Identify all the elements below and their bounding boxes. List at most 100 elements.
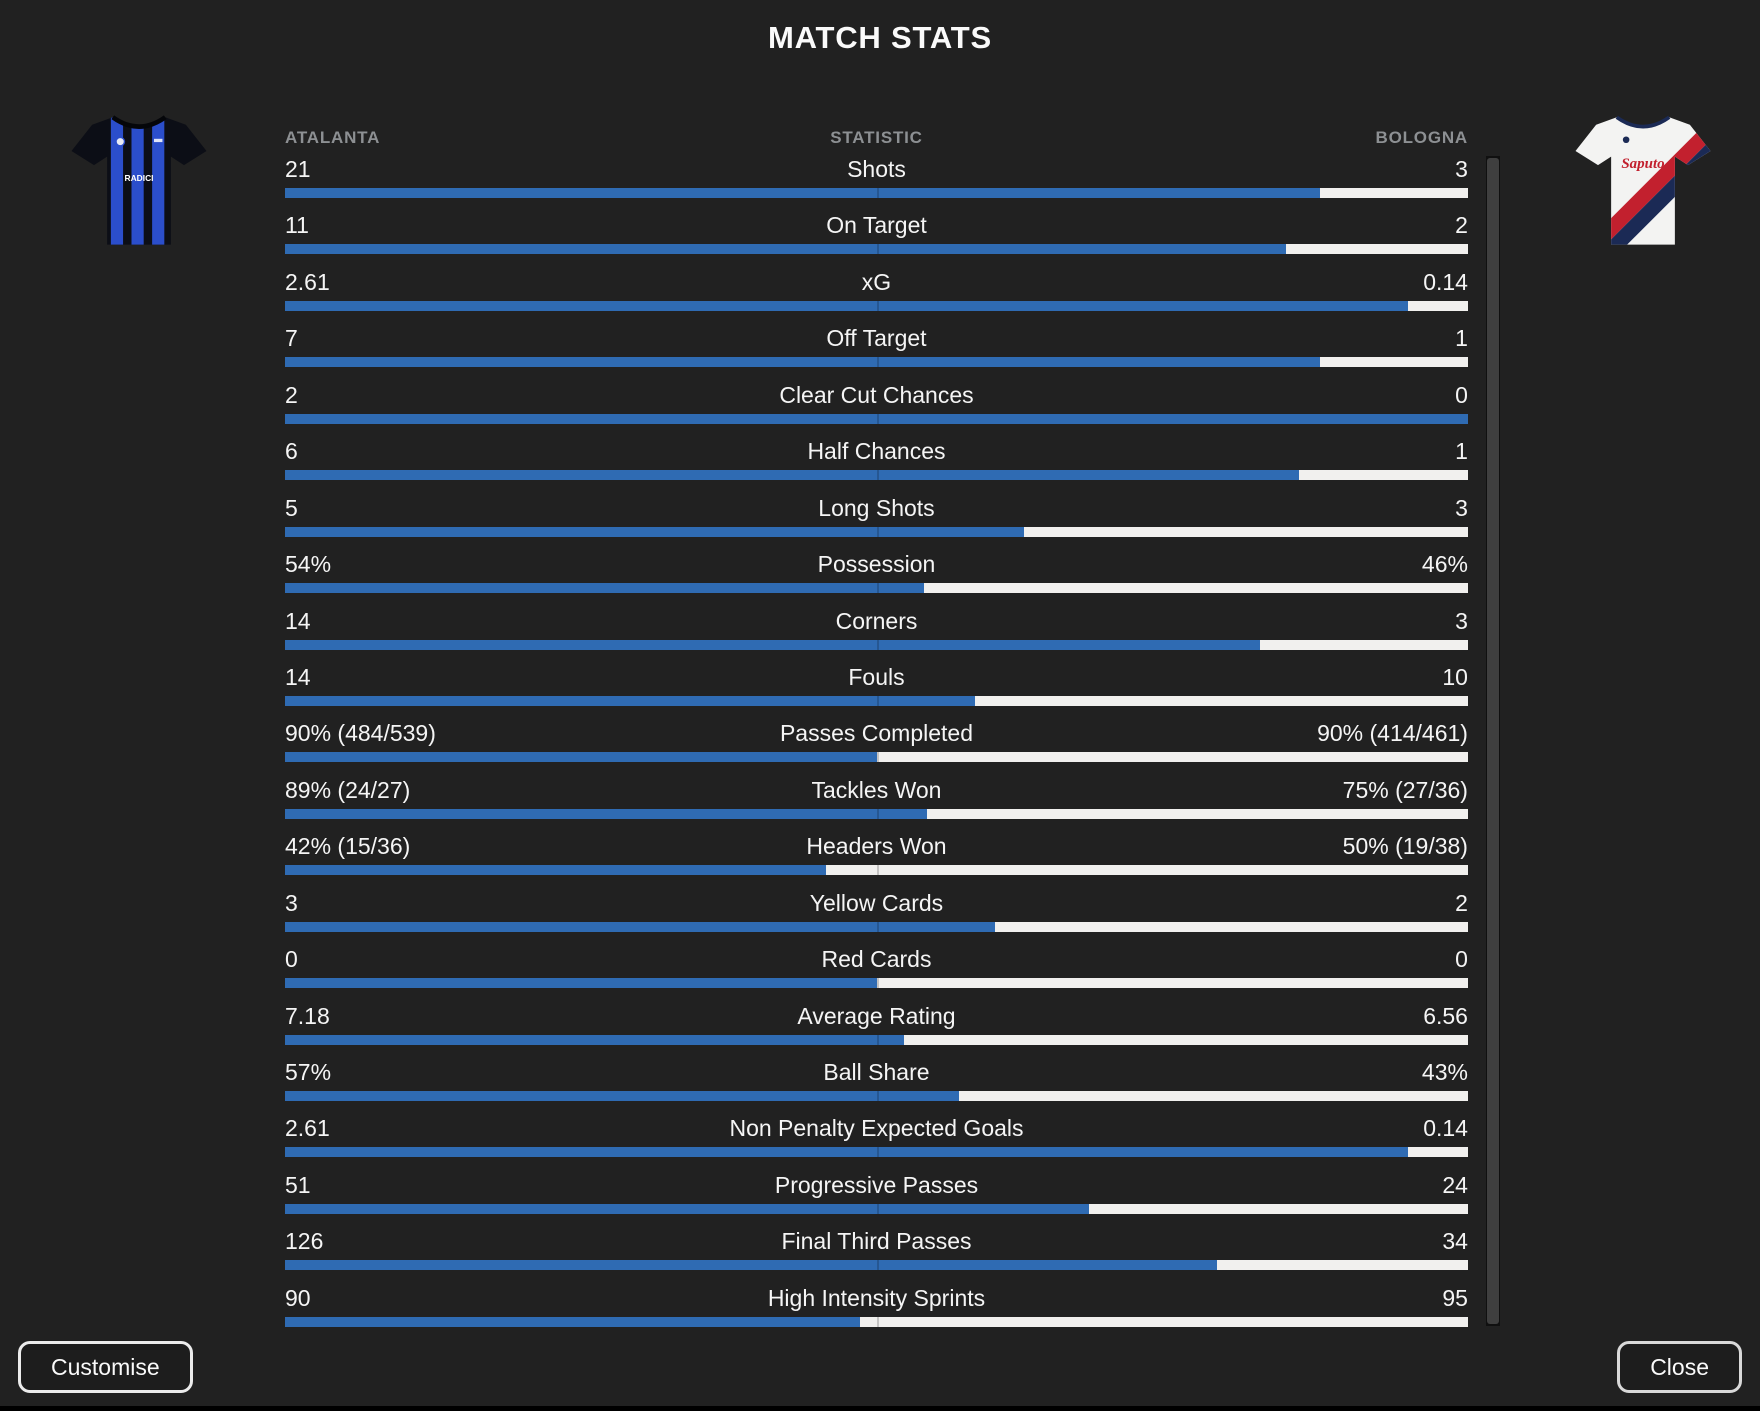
stat-row-values: 6 Half Chances 1 — [285, 434, 1468, 468]
home-bar-fill — [285, 244, 1286, 255]
stat-row-values: 11 On Target 2 — [285, 208, 1468, 242]
away-value: 34 — [1442, 1228, 1468, 1255]
stat-row: 90 High Intensity Sprints 95 — [285, 1281, 1468, 1337]
home-value: 57% — [285, 1059, 332, 1085]
away-value: 10 — [1442, 663, 1468, 690]
home-bar-fill — [285, 921, 995, 932]
stat-label: Long Shots — [818, 494, 935, 521]
stat-bar — [285, 300, 1468, 311]
stat-label: xG — [861, 268, 892, 295]
home-value: 11 — [285, 212, 309, 239]
stat-row-values: 2.61 xG 0.14 — [285, 265, 1468, 299]
close-button[interactable]: Close — [1617, 1341, 1742, 1393]
stat-bar — [285, 526, 1468, 537]
stat-label: Half Chances — [807, 438, 946, 465]
stat-bar — [285, 470, 1468, 481]
home-value: 3 — [285, 889, 298, 916]
home-bar-fill — [285, 1203, 1090, 1214]
stat-label: Possession — [817, 551, 936, 578]
away-value: 0.14 — [1423, 268, 1468, 295]
home-value: 14 — [285, 663, 311, 690]
away-value: 2 — [1455, 212, 1468, 239]
stat-label: Ball Share — [823, 1059, 930, 1085]
home-value: 2 — [285, 381, 298, 408]
away-jersey-crest — [1622, 136, 1630, 144]
home-bar-fill — [285, 413, 1468, 424]
away-jersey-collar — [1615, 115, 1671, 129]
away-team-jersey: Saputo — [1568, 106, 1718, 256]
stat-label: Shots — [847, 156, 906, 182]
home-value: 42% (15/36) — [285, 833, 411, 860]
stat-row: 2.61 xG 0.14 — [285, 265, 1468, 321]
stat-row: 90% (484/539) Passes Completed 90% (414/… — [285, 716, 1468, 772]
stat-row: 5 Long Shots 3 — [285, 491, 1468, 547]
stat-row-values: 2.61 Non Penalty Expected Goals 0.14 — [285, 1111, 1468, 1145]
stat-bar — [285, 1034, 1468, 1045]
stat-row-values: 5 Long Shots 3 — [285, 491, 1468, 525]
home-bar-fill — [285, 639, 1260, 650]
away-value: 24 — [1442, 1171, 1468, 1198]
home-value: 51 — [285, 1171, 311, 1198]
stat-label: Tackles Won — [811, 776, 942, 803]
stat-label: Headers Won — [806, 833, 947, 860]
home-bar-fill — [285, 188, 1321, 198]
stat-row: 2 Clear Cut Chances 0 — [285, 378, 1468, 434]
away-value: 95 — [1442, 1284, 1468, 1311]
away-value: 1 — [1455, 325, 1468, 352]
home-bar-fill — [285, 808, 928, 819]
stat-bar — [285, 1147, 1468, 1158]
away-value: 46% — [1421, 551, 1468, 578]
stat-label: High Intensity Sprints — [767, 1284, 986, 1311]
customise-button[interactable]: Customise — [18, 1341, 193, 1393]
home-jersey-graphic: RADICI — [71, 115, 207, 245]
stat-label: Non Penalty Expected Goals — [729, 1115, 1024, 1142]
stat-row: 21 Shots 3 — [285, 152, 1468, 208]
stat-label: Yellow Cards — [809, 889, 944, 916]
stat-row: 14 Fouls 10 — [285, 660, 1468, 716]
away-value: 43% — [1421, 1059, 1468, 1085]
home-value: 5 — [285, 494, 298, 521]
home-team-jersey: RADICI — [64, 106, 214, 256]
away-value: 0 — [1455, 946, 1468, 973]
stat-row: 126 Final Third Passes 34 — [285, 1224, 1468, 1280]
stat-bar — [285, 752, 1468, 763]
scrollbar-thumb[interactable] — [1487, 158, 1499, 1324]
away-value: 1 — [1455, 438, 1468, 465]
stat-bar — [285, 188, 1468, 198]
stat-label: On Target — [826, 212, 927, 239]
home-jersey-sponsor: RADICI — [124, 173, 153, 183]
stat-label: Clear Cut Chances — [779, 381, 974, 408]
stat-bar — [285, 921, 1468, 932]
stat-bar — [285, 808, 1468, 819]
stat-bar — [285, 583, 1468, 594]
stat-row-values: 14 Fouls 10 — [285, 660, 1468, 694]
stat-row: 7 Off Target 1 — [285, 321, 1468, 377]
away-jersey-sponsor: Saputo — [1621, 156, 1664, 172]
stat-label: Passes Completed — [779, 720, 973, 747]
away-value: 3 — [1455, 494, 1468, 521]
home-bar-fill — [285, 1316, 860, 1327]
stat-bar — [285, 1203, 1468, 1214]
away-value: 0.14 — [1423, 1115, 1468, 1142]
home-bar-fill — [285, 1091, 960, 1101]
home-bar-fill — [285, 526, 1025, 537]
column-headers: ATALANTA STATISTIC BOLOGNA — [285, 128, 1468, 148]
stat-row-values: 21 Shots 3 — [285, 152, 1468, 186]
stat-row-values: 3 Yellow Cards 2 — [285, 886, 1468, 920]
away-value: 0 — [1455, 381, 1468, 408]
stat-row: 89% (24/27) Tackles Won 75% (27/36) — [285, 773, 1468, 829]
home-jersey-collar — [111, 115, 167, 129]
home-value: 2.61 — [285, 268, 330, 295]
home-value: 21 — [285, 156, 311, 182]
stat-label: Fouls — [848, 663, 905, 690]
stat-row-values: 51 Progressive Passes 24 — [285, 1168, 1468, 1202]
stat-row: 11 On Target 2 — [285, 208, 1468, 264]
stat-row-values: 89% (24/27) Tackles Won 75% (27/36) — [285, 773, 1468, 807]
stat-label: Corners — [835, 607, 918, 634]
stat-row: 51 Progressive Passes 24 — [285, 1168, 1468, 1224]
home-value: 0 — [285, 946, 298, 973]
stat-label: Average Rating — [797, 1002, 956, 1029]
scrollbar[interactable] — [1486, 156, 1500, 1326]
stat-row-values: 57% Ball Share 43% — [285, 1055, 1468, 1089]
stat-row-values: 42% (15/36) Headers Won 50% (19/38) — [285, 829, 1468, 863]
